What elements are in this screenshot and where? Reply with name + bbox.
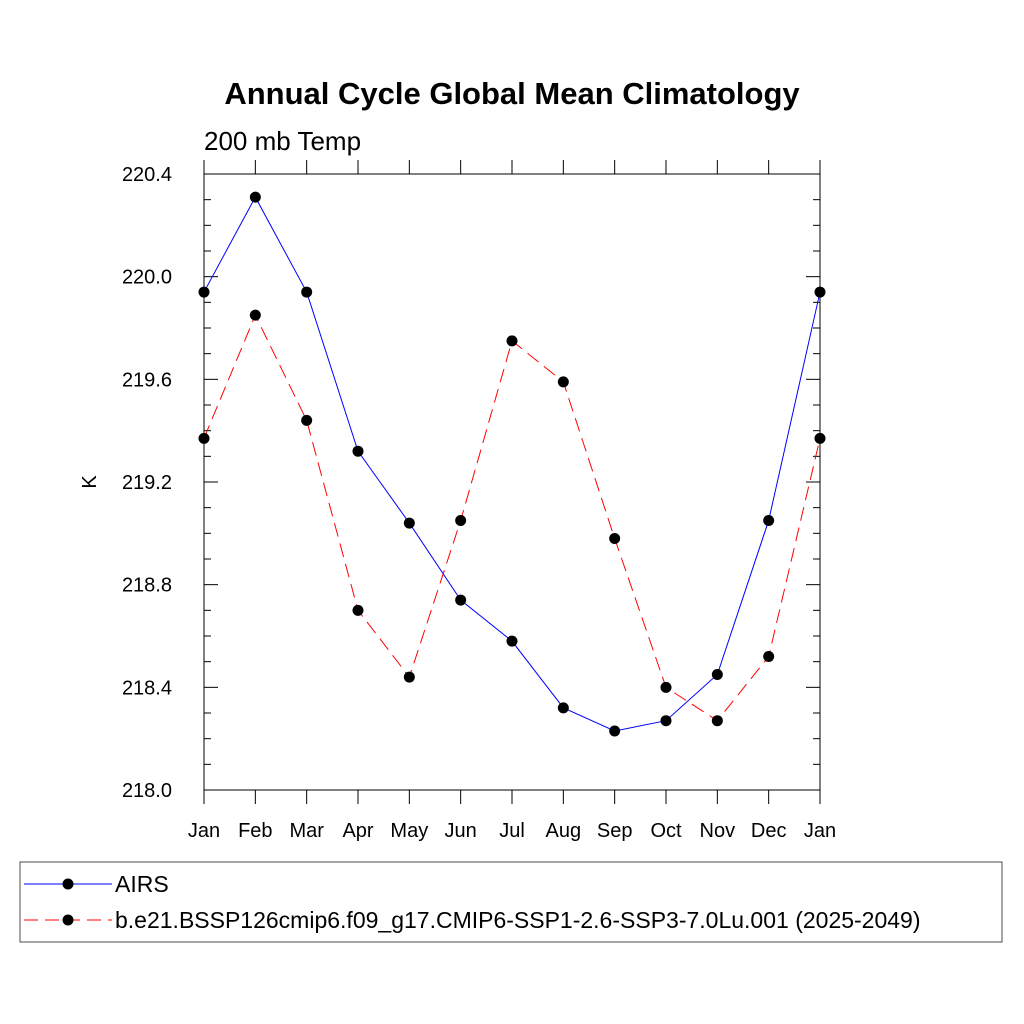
- x-tick-label: Apr: [342, 820, 373, 842]
- x-tick-label: Mar: [289, 820, 324, 842]
- series-1-point: [506, 635, 518, 647]
- y-tick-label: 219.2: [122, 472, 172, 494]
- x-tick-label: Jun: [445, 820, 477, 842]
- series-2-point: [403, 671, 415, 683]
- axis-ticks: [203, 160, 821, 804]
- series-2-point: [455, 515, 467, 526]
- series-2-point: [506, 335, 518, 347]
- x-tick-label: Jan: [804, 820, 836, 842]
- series-2-point: [609, 532, 621, 544]
- series-2-point: [198, 432, 210, 444]
- legend-marker-2: [62, 914, 74, 926]
- x-tick-label: Jul: [499, 820, 525, 842]
- legend-label-2: b.e21.BSSP126cmip6.f09_g17.CMIP6-SSP1-2.…: [115, 907, 921, 933]
- series-2-point: [660, 681, 672, 693]
- series-2-point: [711, 715, 723, 727]
- series-1-point: [609, 725, 621, 737]
- y-tick-label: 218.0: [122, 780, 172, 802]
- y-tick-label: 220.4: [122, 164, 172, 186]
- chart-title: Annual Cycle Global Mean Climatology: [224, 76, 800, 111]
- series-2-point: [352, 604, 364, 616]
- series-2-point: [557, 376, 569, 388]
- y-tick-label: 218.8: [122, 575, 172, 597]
- series-2-point: [763, 651, 775, 663]
- series-1-point: [557, 702, 569, 714]
- tick-labels: 218.0 218.4 218.8 219.2 219.6 220.0 220.4 Jan Fe…: [122, 164, 836, 842]
- series-1-point: [711, 669, 723, 680]
- series-1-point: [763, 515, 775, 526]
- y-tick-label: 219.6: [122, 369, 172, 391]
- series-line-2: [203, 313, 821, 722]
- x-tick-label: Aug: [546, 820, 582, 842]
- x-tick-label: Feb: [238, 820, 272, 842]
- y-tick-label: 218.4: [122, 677, 172, 699]
- series-1-point: [455, 594, 467, 606]
- x-tick-label: Nov: [700, 820, 736, 842]
- series-1-point: [198, 286, 210, 298]
- series-line-1: [203, 196, 821, 732]
- legend-label-1: AIRS: [115, 871, 169, 897]
- legend-marker-1: [62, 878, 74, 890]
- series-1-point: [301, 286, 313, 298]
- x-tick-label: Oct: [650, 820, 682, 842]
- series-1-point: [814, 286, 826, 298]
- series-2-point: [814, 432, 826, 444]
- x-tick-label: Sep: [597, 820, 633, 842]
- series-1-point: [660, 715, 672, 727]
- series-2-point: [301, 414, 313, 426]
- x-tick-label: May: [390, 820, 428, 842]
- series-1-point: [403, 517, 415, 529]
- series-1-point: [352, 445, 364, 457]
- series-1-point: [249, 191, 261, 203]
- legend-box: [19, 861, 1003, 943]
- x-tick-label: Dec: [751, 820, 787, 842]
- y-axis-label: K: [79, 475, 101, 489]
- plot-frame: [203, 173, 821, 791]
- series-2-point: [249, 309, 261, 321]
- legend: AIRS b.e21.BSSP126cmip6.f09_g17.CMIP6-SSP…: [24, 871, 921, 933]
- chart-subtitle: 200 mb Temp: [204, 126, 361, 156]
- y-tick-label: 220.0: [122, 267, 172, 289]
- x-tick-label: Jan: [188, 820, 220, 842]
- series-lines: [198, 191, 826, 737]
